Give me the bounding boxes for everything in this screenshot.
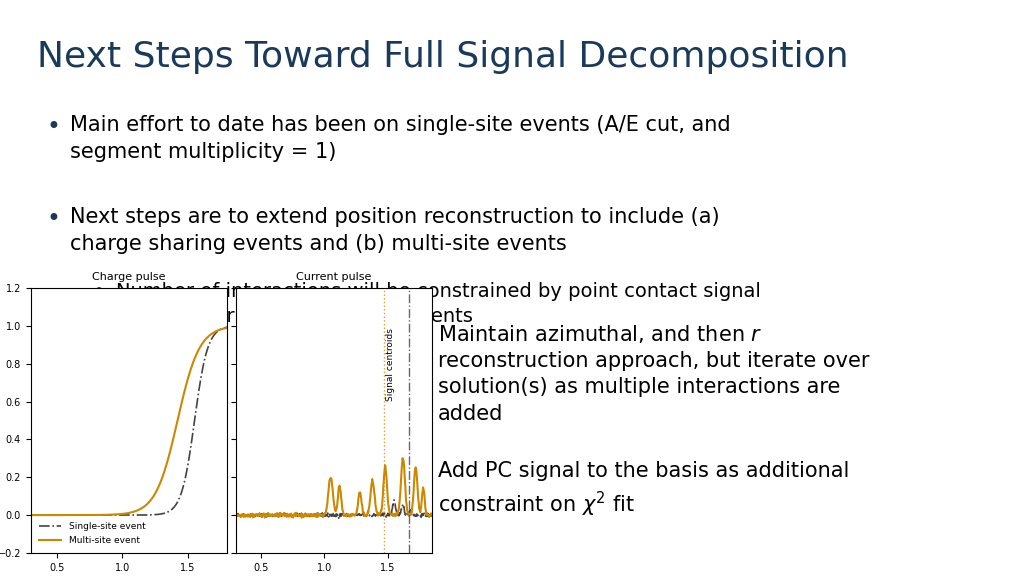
Text: •: • — [415, 461, 428, 485]
Text: Signal centroids: Signal centroids — [386, 328, 395, 401]
Legend: Single-site event, Multi-site event: Single-site event, Multi-site event — [35, 519, 150, 548]
Text: •: • — [47, 207, 60, 232]
Text: Number of interactions will be constrained by point contact signal
and number of: Number of interactions will be constrain… — [117, 282, 762, 326]
Title: Charge pulse: Charge pulse — [92, 272, 166, 282]
Text: •: • — [93, 282, 105, 302]
Text: Next Steps Toward Full Signal Decomposition: Next Steps Toward Full Signal Decomposit… — [37, 40, 849, 74]
Text: •: • — [47, 115, 60, 139]
Text: Add PC signal to the basis as additional
constraint on $\chi^2$ fit: Add PC signal to the basis as additional… — [438, 461, 849, 519]
Text: Next steps are to extend position reconstruction to include (a)
charge sharing e: Next steps are to extend position recons… — [70, 207, 720, 254]
Text: Main effort to date has been on single-site events (A/E cut, and
segment multipl: Main effort to date has been on single-s… — [70, 115, 730, 162]
Text: •: • — [415, 323, 428, 347]
Text: Maintain azimuthal, and then $r$
reconstruction approach, but iterate over
solut: Maintain azimuthal, and then $r$ reconst… — [438, 323, 869, 424]
Text: BERKELEY LAB: BERKELEY LAB — [941, 485, 1015, 494]
Title: Current pulse: Current pulse — [296, 272, 372, 282]
